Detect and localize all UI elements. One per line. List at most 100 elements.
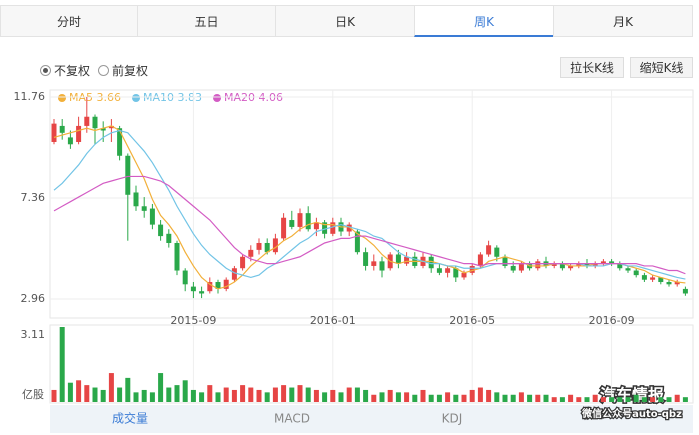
volume-bar	[166, 387, 172, 402]
radio-label: 不复权	[54, 64, 91, 78]
radio-option[interactable]: 前复权	[98, 62, 148, 79]
tab[interactable]: 日K	[275, 5, 415, 37]
volume-bar	[264, 392, 270, 402]
radio-option[interactable]: 不复权	[40, 62, 90, 79]
volume-bar	[330, 389, 336, 402]
volume-bar	[559, 397, 565, 402]
candle-body	[272, 238, 278, 253]
candle-body	[305, 213, 311, 230]
volume-bar	[428, 394, 434, 402]
volume-bar	[141, 389, 147, 402]
volume-bar	[535, 394, 541, 402]
volume-bar	[272, 387, 278, 402]
candle-body	[117, 128, 123, 156]
volume-bar	[436, 394, 442, 402]
volume-bar	[338, 392, 344, 402]
button[interactable]: 缩短K线	[630, 57, 693, 78]
indicator-tab[interactable]: MACD	[274, 412, 310, 426]
tab[interactable]: 分时	[0, 5, 138, 37]
candle-body	[231, 268, 237, 280]
candle-body	[453, 268, 459, 278]
candle-body	[617, 263, 623, 269]
volume-bar	[59, 327, 65, 402]
volume-bar	[674, 394, 680, 402]
volume-bar	[174, 385, 180, 402]
volume-bar	[248, 387, 254, 402]
candle-body	[330, 222, 336, 234]
volume-bar	[592, 394, 598, 402]
volume-bar	[371, 394, 377, 402]
volume-bar	[313, 389, 319, 402]
volume-bar	[100, 389, 106, 402]
volume-bar	[576, 397, 582, 402]
candle-body	[600, 261, 606, 264]
volume-bar	[240, 385, 246, 402]
candle-body	[379, 261, 385, 271]
volume-bar	[568, 394, 574, 402]
candle-body	[182, 270, 188, 285]
volume-bar	[231, 389, 237, 402]
volume-bar	[207, 385, 213, 402]
indicator-tab[interactable]: KDJ	[442, 412, 463, 426]
candle-body	[158, 224, 164, 237]
radio-dot	[40, 65, 51, 76]
volume-bar	[76, 380, 82, 402]
candle-body	[666, 282, 672, 285]
volume-bar	[133, 392, 139, 402]
candle-body	[609, 261, 615, 264]
volume-bar	[223, 387, 229, 402]
y-tick-label: 11.76	[14, 90, 46, 103]
volume-bar	[412, 394, 418, 402]
legend-dot	[132, 94, 141, 102]
indicator-tab[interactable]: 成交量	[112, 411, 148, 426]
y-tick-label: 7.36	[21, 191, 46, 204]
price-panel	[49, 89, 694, 319]
candle-body	[100, 128, 106, 131]
volume-panel	[49, 324, 694, 404]
ma-line	[53, 125, 686, 290]
candle-body	[207, 282, 213, 292]
candle-body	[199, 291, 205, 294]
candle-body	[461, 272, 467, 278]
tab[interactable]: 月K	[553, 5, 693, 37]
candle-body	[108, 125, 114, 129]
candle-body	[76, 125, 82, 142]
tab[interactable]: 五日	[137, 5, 276, 37]
candle-body	[281, 217, 287, 239]
volume-bar	[108, 373, 114, 402]
ma-line	[53, 129, 686, 280]
volume-bar	[494, 392, 500, 402]
volume-bar	[510, 394, 516, 402]
volume-bar	[190, 389, 196, 402]
volume-bar	[666, 397, 672, 402]
volume-bar	[617, 397, 623, 402]
tab[interactable]: 周K	[414, 5, 554, 37]
volume-bar	[682, 397, 688, 402]
volume-bar	[215, 392, 221, 402]
button[interactable]: 拉长K线	[560, 57, 624, 78]
indicator-bar	[50, 405, 693, 433]
y-tick-label: 3.11	[21, 328, 46, 341]
volume-bar	[363, 389, 369, 402]
candle-body	[84, 116, 90, 126]
candle-body	[92, 116, 98, 129]
candle-body	[215, 282, 221, 289]
volume-bar	[297, 385, 303, 402]
candle-body	[322, 222, 328, 234]
volume-bar	[609, 397, 615, 402]
candle-body	[256, 242, 262, 250]
volume-bar	[518, 392, 524, 402]
volume-bar	[486, 389, 492, 402]
candle-body	[559, 263, 565, 269]
candle-body	[133, 192, 139, 207]
volume-bar	[633, 394, 639, 402]
volume-bar	[51, 389, 57, 402]
candle-body	[346, 224, 352, 232]
candle-body	[650, 277, 656, 280]
volume-bar	[346, 387, 352, 402]
candle-body	[436, 268, 442, 273]
candle-body	[297, 213, 303, 227]
candle-body	[190, 286, 196, 292]
volume-bar	[354, 387, 360, 402]
